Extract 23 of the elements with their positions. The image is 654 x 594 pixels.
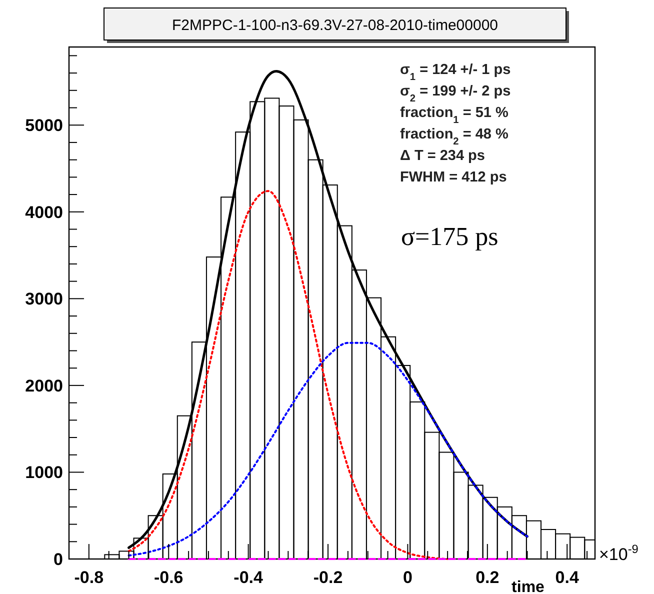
x-tick-label: 0.4 — [555, 568, 580, 587]
annotation: fraction$_{2}$ = 48 % — [400, 126, 508, 147]
x-tick-label: -0.4 — [234, 568, 264, 587]
annotation: fraction$_{1}$ = 51 % — [400, 105, 508, 126]
x-axis-title: time — [512, 579, 545, 594]
y-tick-label: 2000 — [25, 376, 63, 396]
annotation: Δ T = 234 ps — [400, 148, 485, 164]
y-tick-label: 4000 — [25, 202, 63, 222]
annotation: FWHM = 412 ps — [400, 170, 507, 186]
x-tick-label: 0 — [402, 568, 412, 587]
chart-title: F2MPPC-1-100-n3-69.3V-27-08-2010-time00000 — [172, 17, 498, 34]
y-tick-label: 0 — [54, 550, 63, 569]
annotation: σ$_{1}$ = 124 +/- 1 ps — [400, 62, 511, 82]
y-tick-label: 1000 — [25, 463, 63, 482]
x-tick-label: -0.2 — [313, 568, 343, 587]
x-tick-label: -0.8 — [74, 568, 104, 587]
text: ×10$^{-9}$ — [599, 542, 639, 564]
annotation: σ=175 ps — [401, 222, 498, 251]
y-tick-label: 3000 — [25, 290, 63, 309]
annotation: σ$_{2}$ = 199 +/- 2 ps — [400, 84, 511, 104]
x-tick-label: -0.6 — [154, 568, 184, 587]
x-tick-label: 0.2 — [476, 568, 500, 587]
y-tick-label: 5000 — [25, 116, 63, 136]
